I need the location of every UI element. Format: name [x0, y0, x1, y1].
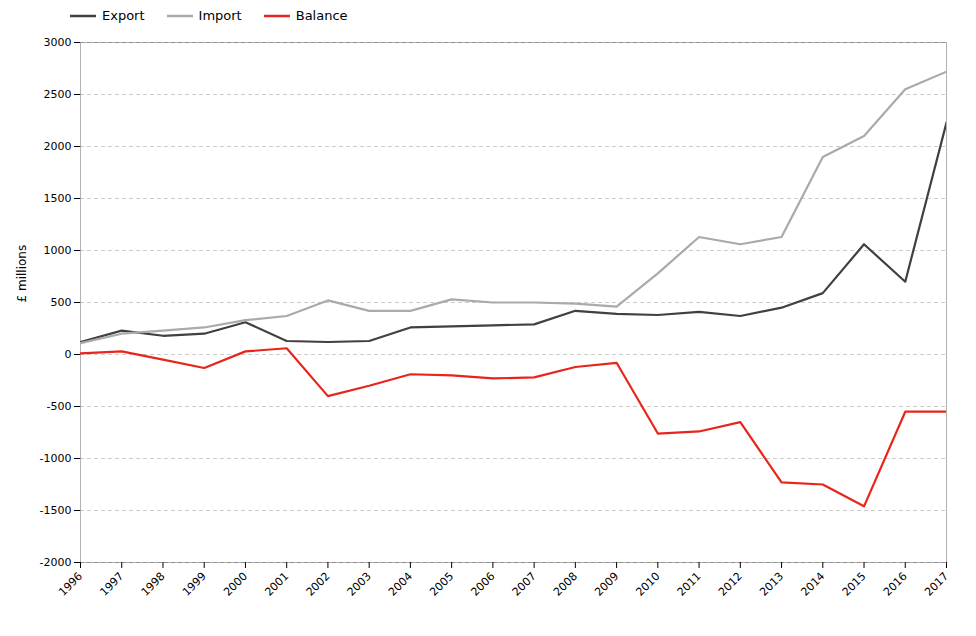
svg-text:2000: 2000: [221, 570, 250, 599]
svg-text:2015: 2015: [840, 570, 869, 599]
svg-text:1999: 1999: [180, 570, 209, 599]
svg-text:500: 500: [51, 296, 72, 309]
svg-text:1997: 1997: [97, 570, 126, 599]
html-text:Import: Import: [198, 8, 242, 23]
svg-text:-1000: -1000: [40, 452, 72, 465]
svg-text:2008: 2008: [551, 570, 580, 599]
svg-text:2007: 2007: [510, 570, 539, 599]
svg-text:1996: 1996: [56, 570, 85, 599]
svg-text:2004: 2004: [386, 570, 415, 599]
svg-text:2003: 2003: [345, 570, 374, 599]
svg-text:2013: 2013: [757, 570, 786, 599]
svg-text:2000: 2000: [44, 140, 72, 153]
svg-text:2010: 2010: [633, 570, 662, 599]
svg-text:2006: 2006: [468, 570, 497, 599]
svg-text:2002: 2002: [304, 570, 333, 599]
svg-text:2016: 2016: [881, 570, 910, 599]
svg-text:1000: 1000: [44, 244, 72, 257]
svg-text:1998: 1998: [139, 570, 168, 599]
svg-text:2011: 2011: [675, 570, 704, 599]
svg-text:0: 0: [65, 348, 72, 361]
svg-text:3000: 3000: [44, 36, 72, 49]
svg-text:-2000: -2000: [40, 556, 72, 569]
svg-text:2005: 2005: [427, 570, 456, 599]
svg-text:£ millions: £ millions: [15, 245, 29, 303]
svg-text:2014: 2014: [798, 570, 827, 599]
svg-text:2500: 2500: [44, 88, 72, 101]
svg-text:-500: -500: [47, 400, 72, 413]
svg-text:-1500: -1500: [40, 504, 72, 517]
svg-text:2012: 2012: [716, 570, 745, 599]
svg-text:1500: 1500: [44, 192, 72, 205]
svg-text:2001: 2001: [262, 570, 291, 599]
svg-text:2017: 2017: [922, 570, 951, 599]
html-text:Export: Export: [102, 8, 145, 23]
html-text:Balance: Balance: [295, 8, 348, 23]
svg-text:2009: 2009: [592, 570, 621, 599]
